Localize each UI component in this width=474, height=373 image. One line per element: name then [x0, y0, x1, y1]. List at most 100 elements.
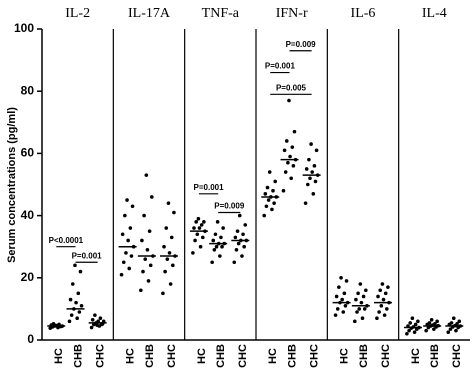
data-point: [291, 164, 296, 168]
data-point: [192, 226, 196, 230]
data-point: [432, 327, 436, 331]
data-point: [335, 307, 340, 311]
data-point: [408, 321, 412, 325]
data-point: [140, 238, 144, 243]
data-point: [379, 303, 384, 308]
panel-title: IL-2: [65, 6, 90, 21]
data-point: [413, 322, 418, 327]
data-point: [361, 294, 366, 299]
data-point: [243, 223, 248, 227]
data-point: [313, 179, 318, 184]
data-point: [435, 319, 439, 324]
data-point: [146, 279, 151, 283]
data-point: [354, 297, 358, 302]
data-point: [145, 248, 150, 252]
data-point: [378, 288, 383, 293]
panel-title: IL-6: [351, 6, 376, 21]
data-point: [385, 307, 389, 311]
data-point: [120, 232, 125, 237]
data-point: [233, 235, 238, 240]
data-point: [212, 248, 217, 252]
data-point: [376, 294, 380, 299]
data-point: [358, 282, 363, 286]
y-tick-label: 60: [21, 146, 35, 160]
data-point: [191, 251, 195, 255]
data-point: [446, 330, 451, 335]
data-point: [90, 317, 95, 322]
data-point: [355, 310, 359, 314]
data-point: [76, 291, 81, 296]
data-point: [314, 148, 319, 153]
data-point: [68, 297, 73, 302]
data-point: [364, 288, 368, 293]
data-point: [202, 220, 206, 224]
data-point: [270, 207, 274, 212]
data-point: [288, 154, 292, 159]
data-point: [150, 195, 154, 199]
data-point: [241, 232, 245, 237]
data-point: [341, 310, 346, 314]
panel-title: IFN-r: [276, 6, 308, 21]
data-point: [232, 260, 237, 265]
data-point: [284, 139, 289, 143]
panel-title: TNF-a: [202, 6, 240, 21]
data-point: [73, 263, 77, 268]
data-point: [449, 321, 454, 325]
data-point: [78, 269, 83, 274]
data-point: [127, 266, 132, 271]
x-tick-label: HC: [267, 348, 279, 364]
data-point: [171, 263, 175, 268]
x-tick-label: CHB: [358, 344, 370, 368]
data-point: [310, 170, 314, 174]
data-point: [125, 198, 129, 202]
data-point: [312, 164, 317, 168]
data-point: [286, 160, 290, 165]
data-point: [377, 310, 381, 314]
data-point: [236, 241, 241, 246]
p-value: P=0.009: [214, 202, 245, 211]
x-tick-label: HC: [125, 348, 137, 364]
data-point: [266, 198, 271, 202]
data-point: [448, 327, 453, 331]
y-tick-label: 80: [21, 83, 35, 97]
data-point: [142, 213, 146, 218]
data-point: [451, 316, 456, 321]
data-point: [128, 226, 133, 230]
data-point: [433, 322, 437, 326]
data-point: [95, 323, 99, 327]
data-point: [196, 216, 201, 221]
data-point: [237, 213, 242, 218]
data-point: [309, 142, 313, 146]
data-point: [163, 269, 167, 274]
data-point: [283, 170, 288, 174]
x-tick-label: HC: [196, 348, 208, 364]
data-point: [119, 272, 124, 277]
data-point: [67, 319, 72, 324]
y-tick-label: 100: [14, 21, 34, 35]
data-point: [219, 235, 223, 240]
data-point: [383, 291, 388, 296]
x-tick-label: CHC: [237, 344, 249, 368]
data-point: [382, 313, 387, 317]
data-point: [200, 235, 205, 240]
p-value: P=0.005: [276, 83, 307, 92]
data-point: [240, 254, 244, 258]
p-value: P=0.001: [194, 183, 225, 192]
data-point: [410, 316, 415, 321]
data-point: [334, 294, 339, 299]
data-point: [407, 328, 411, 333]
data-point: [305, 182, 310, 187]
data-point: [353, 319, 357, 324]
data-point: [308, 176, 312, 181]
panel-title: IL-4: [422, 6, 447, 21]
data-point: [281, 188, 286, 193]
data-point: [235, 229, 240, 233]
data-point: [166, 201, 171, 205]
data-point: [342, 291, 347, 296]
data-point: [221, 226, 225, 230]
data-point: [412, 330, 417, 335]
data-point: [70, 282, 75, 286]
data-point: [144, 173, 149, 177]
data-point: [303, 201, 308, 205]
